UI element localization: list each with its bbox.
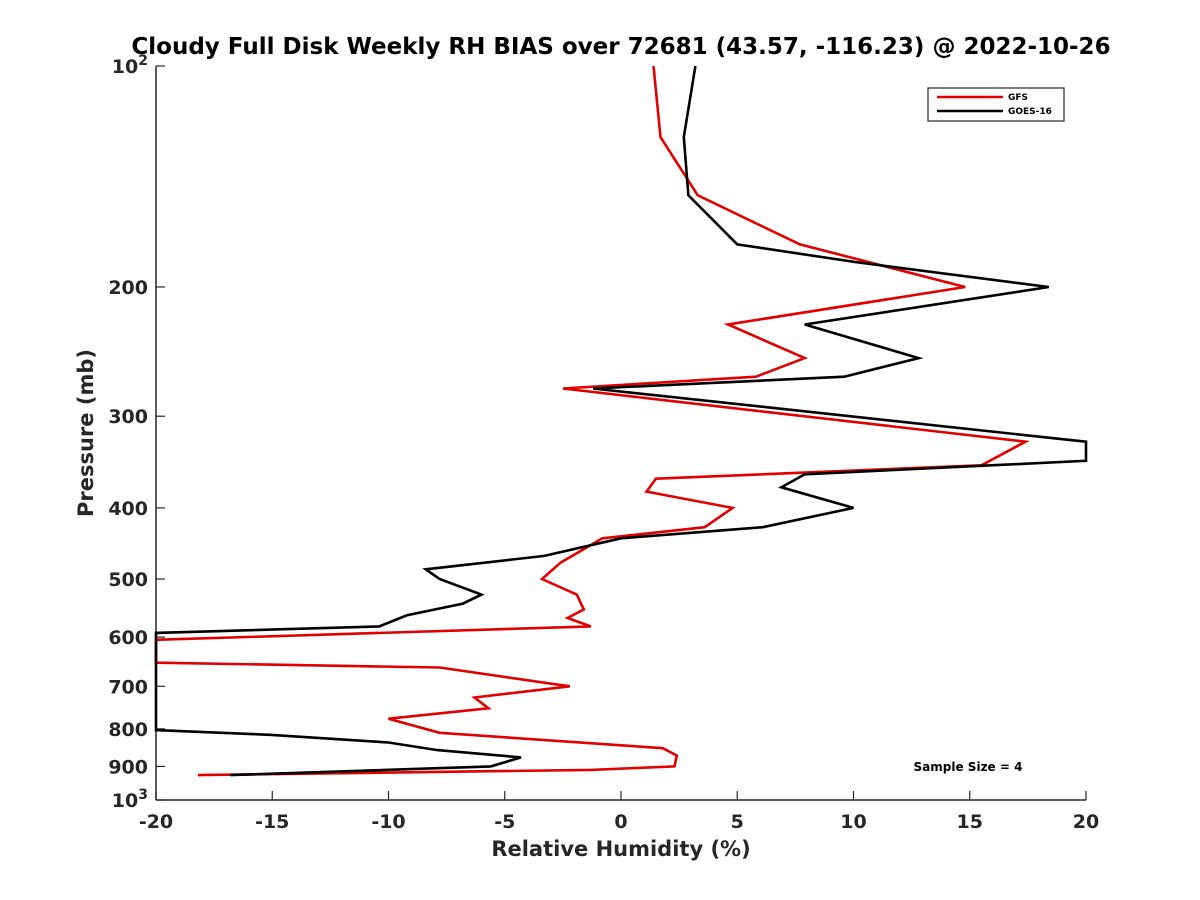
series-layer [154, 65, 1088, 777]
x-tick-label: -5 [494, 811, 515, 833]
x-tick-label: 20 [1073, 811, 1099, 833]
y-tick-label: 400 [108, 498, 148, 520]
y-tick-label: 800 [108, 719, 148, 741]
legend-label-gfs: GFS [1008, 93, 1028, 103]
y-tick-label: 700 [108, 676, 148, 698]
x-axis-ticks: -20 -15 -10 -5 0 5 10 15 20 [139, 791, 1099, 833]
sample-size-annotation: Sample Size = 4 [914, 760, 1023, 774]
chart-title: Cloudy Full Disk Weekly RH BIAS over 726… [131, 34, 1110, 60]
x-tick-label: 10 [840, 811, 866, 833]
series-line-gfs [154, 65, 1030, 777]
x-tick-label: 5 [731, 811, 744, 833]
y-axis-label: Pressure (mb) [74, 349, 98, 517]
x-tick-label: -10 [371, 811, 405, 833]
x-axis-label: Relative Humidity (%) [491, 837, 750, 861]
legend: GFS GOES-16 [927, 87, 1065, 122]
x-tick-label: -20 [139, 811, 173, 833]
x-tick-label: 0 [614, 811, 627, 833]
x-tick-label: -15 [255, 811, 289, 833]
x-tick-label: 15 [957, 811, 983, 833]
y-tick-label: 300 [108, 406, 148, 428]
legend-box [927, 87, 1065, 122]
y-tick-label: 200 [108, 277, 148, 299]
y-tick-label: 900 [108, 756, 148, 778]
y-tick-label: 500 [108, 569, 148, 591]
legend-label-goes-16: GOES-16 [1008, 107, 1052, 117]
series-line-goes-16 [154, 65, 1088, 777]
y-tick-label: 600 [108, 627, 148, 649]
